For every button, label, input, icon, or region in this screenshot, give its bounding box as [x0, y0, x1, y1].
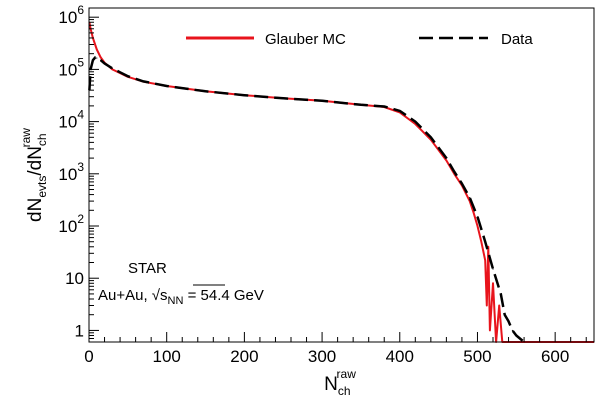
series-point-1	[92, 60, 93, 61]
annotation-s-sub: NN	[168, 295, 184, 307]
y-title-sup2: raw	[19, 128, 33, 148]
series-point-1	[384, 106, 385, 107]
y-title-sub1: evts	[35, 176, 49, 198]
series-point-0	[446, 160, 447, 161]
x-title-sup: raw	[337, 367, 357, 381]
legend-label-glauber: Glauber MC	[265, 31, 346, 48]
series-point-1	[454, 171, 455, 172]
series-point-1	[492, 268, 493, 269]
x-tick-label: 200	[230, 347, 258, 366]
series-point-0	[492, 283, 493, 284]
series-point-1	[477, 216, 478, 217]
annotation-system-prefix: Au+Au,	[98, 287, 152, 304]
series-point-1	[430, 137, 431, 138]
series-point-1	[461, 183, 462, 184]
legend-label-data: Data	[501, 31, 533, 48]
series-point-1	[399, 110, 400, 111]
annotation-energy: = 54.4 GeV	[183, 287, 263, 304]
series-point-1	[469, 197, 470, 198]
x-tick-label: 500	[463, 347, 491, 366]
x-tick-label: 0	[84, 347, 93, 366]
series-point-1	[143, 81, 144, 82]
series-point-1	[104, 63, 105, 64]
series-point-0	[96, 49, 97, 50]
series-point-1	[283, 98, 284, 99]
series-point-0	[473, 212, 474, 213]
y-title-sub2: ch	[35, 133, 49, 146]
series-point-1	[485, 241, 486, 242]
annotation-experiment: STAR	[128, 260, 167, 277]
series-point-1	[508, 321, 509, 322]
x-tick-label: 100	[153, 347, 181, 366]
series-point-0	[489, 330, 490, 331]
series-point-0	[481, 241, 482, 242]
series-point-1	[516, 335, 517, 336]
series-point-1	[244, 95, 245, 96]
series-point-1	[100, 60, 101, 61]
series-point-1	[96, 57, 97, 58]
series-point-1	[512, 330, 513, 331]
series-point-1	[446, 157, 447, 158]
series-point-1	[504, 314, 505, 315]
series-point-1	[500, 293, 501, 294]
series-point-0	[112, 69, 113, 70]
series-point-0	[485, 260, 486, 261]
series-point-1	[112, 68, 113, 69]
x-tick-label: 300	[308, 347, 336, 366]
x-tick-label: 600	[541, 347, 569, 366]
y-tick-label: 10	[65, 269, 84, 288]
series-point-0	[486, 305, 487, 306]
y-title-d1: dN	[25, 198, 46, 222]
annotation-s: s	[160, 287, 168, 304]
series-point-1	[119, 72, 120, 73]
series-point-0	[477, 225, 478, 226]
series-point-1	[205, 91, 206, 92]
series-point-0	[100, 57, 101, 58]
series-point-1	[415, 121, 416, 122]
y-title-d2: dN	[25, 146, 46, 170]
series-point-0	[499, 305, 500, 306]
series-point-1	[360, 104, 361, 105]
series-point-1	[321, 100, 322, 101]
x-title-sub: ch	[338, 384, 351, 398]
x-tick-label: 400	[386, 347, 414, 366]
series-point-1	[95, 57, 96, 58]
series-point-1	[127, 76, 128, 77]
series-point-1	[166, 85, 167, 86]
y-tick-label: 1	[75, 321, 84, 340]
